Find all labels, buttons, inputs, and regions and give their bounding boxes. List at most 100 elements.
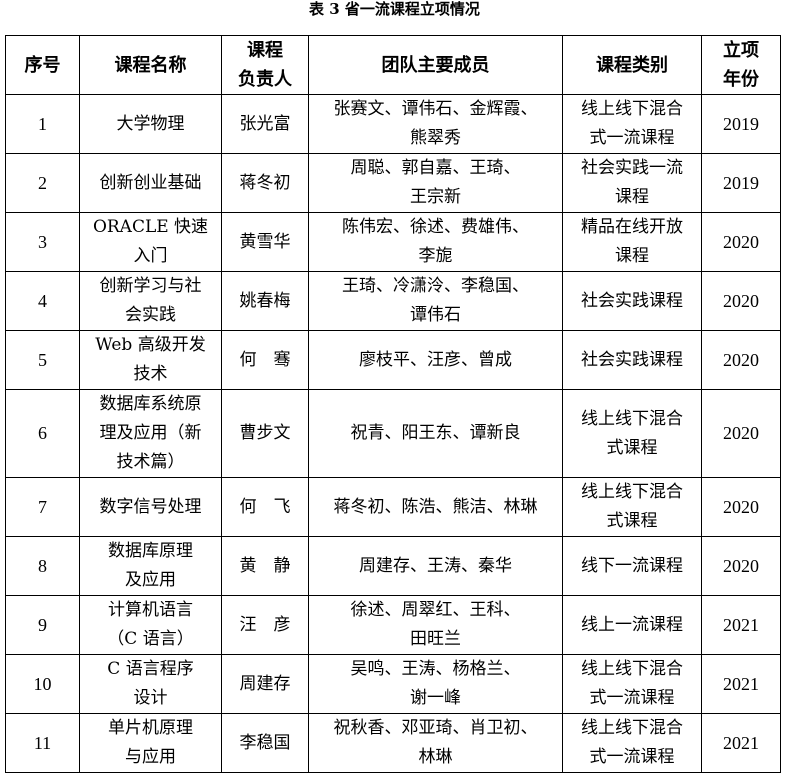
table-row: 7 数字信号处理何 飞蒋冬初、陈浩、熊洁、林琳 线上线下混合 式课程 2020: [5, 477, 781, 537]
table-row: 5 Web 高级开发 技术何 骞廖枝平、汪彦、曾成 社会实践课程 2020: [5, 330, 781, 390]
cell-text-line: 大学物理: [116, 113, 185, 134]
cell-text-line: 社会实践一流: [581, 158, 683, 178]
cell-course-name: 数据库原理 及应用: [79, 536, 222, 596]
cell-text-line: 式一流课程: [589, 128, 675, 148]
cell-text-line: 会实践: [125, 305, 176, 325]
cell-text-line: 技术: [133, 364, 168, 384]
header-members: 团队主要成员: [308, 35, 563, 95]
header-category: 课程类别: [562, 35, 702, 95]
cell-no: 11: [5, 713, 80, 773]
header-text: 团队主要成员: [381, 54, 490, 76]
header-text: 立项: [723, 40, 759, 61]
header-text: 课程类别: [596, 54, 668, 76]
cell-text-line: 吴鸣、王涛、杨格兰、: [350, 659, 521, 679]
cell-year: 2020: [701, 389, 781, 478]
cell-text-line: 创新创业基础: [99, 172, 202, 193]
cell-lead: 周建存: [221, 654, 309, 714]
table-row: 4 创新学习与社 会实践 姚春梅 王琦、冷潇泠、李稳国、 谭伟石 社会实践课程 2020: [5, 271, 781, 331]
cell-lead: 何 飞: [221, 477, 309, 537]
cell-course-name: 数据库系统原 理及应用（新 技术篇）: [79, 389, 222, 478]
cell-category: 线上线下混合 式一流课程: [562, 713, 702, 773]
cell-year: 2019: [701, 94, 781, 154]
cell-text-line: 社会实践课程: [581, 290, 683, 311]
table-row: 11 单片机原理 与应用 李稳国 祝秋香、邓亚琦、肖卫初、 林琳 线上线下混合 式一流课程 20…: [5, 713, 781, 773]
cell-text-line: 线上线下混合: [581, 482, 683, 502]
cell-members: 徐述、周翠红、王科、 田旺兰: [308, 595, 563, 655]
cell-course-name: 大学物理: [79, 94, 222, 154]
cell-text-line: 理及应用（新: [99, 423, 202, 443]
cell-course-name: 创新创业基础: [79, 153, 222, 213]
cell-text-line: 单片机原理: [108, 718, 193, 738]
table-row: 10 C 语言程序 设计 周建存 吴鸣、王涛、杨格兰、 谢一峰 线上线下混合 式一流课程 202…: [5, 654, 781, 714]
header-text: 序号: [24, 54, 61, 76]
cell-course-name: 数字信号处理: [79, 477, 222, 537]
cell-course-name: 计算机语言 （C 语言）: [79, 595, 222, 655]
cell-text-line: 王琦、冷潇泠、李稳国、: [342, 276, 529, 296]
table-row: 1 大学物理 张光富 张赛文、谭伟石、金辉霞、 熊翠秀 线上线下混合 式一流课程 2019: [5, 94, 781, 154]
cell-text-line: 周建存、王涛、秦华: [359, 555, 512, 576]
cell-course-name: ORACLE 快速 入门: [79, 212, 222, 272]
cell-no: 6: [5, 389, 80, 478]
cell-text-line: 张光富: [239, 113, 291, 134]
cell-text-line: 数据库原理: [108, 541, 193, 561]
cell-text-line: 线上线下混合: [581, 718, 683, 738]
cell-text-line: 线上线下混合: [581, 659, 683, 679]
cell-lead: 黄雪华: [221, 212, 309, 272]
cell-lead: 何 骞: [221, 330, 309, 390]
cell-text-line: 汪 彦: [239, 614, 291, 635]
cell-text-line: 课程: [615, 187, 649, 207]
header-text: 课程: [247, 40, 283, 61]
cell-text-line: 式一流课程: [589, 688, 675, 708]
cell-members: 陈伟宏、徐述、费雄伟、 李旎: [308, 212, 563, 272]
cell-no: 9: [5, 595, 80, 655]
cell-year: 2021: [701, 654, 781, 714]
cell-text-line: 李旎: [418, 246, 453, 266]
cell-text-line: 精品在线开放: [581, 217, 683, 237]
cell-text-line: 周聪、郭自嘉、王琦、: [350, 158, 521, 178]
header-text: 课程名称: [114, 54, 187, 76]
cell-members: 蒋冬初、陈浩、熊洁、林琳: [308, 477, 563, 537]
cell-category: 社会实践课程: [562, 271, 702, 331]
cell-lead: 张光富: [221, 94, 309, 154]
cell-text-line: 姚春梅: [239, 290, 291, 311]
cell-members: 吴鸣、王涛、杨格兰、 谢一峰: [308, 654, 563, 714]
cell-no: 8: [5, 536, 80, 596]
cell-text-line: 祝秋香、邓亚琦、肖卫初、: [333, 718, 538, 738]
cell-members: 周建存、王涛、秦华: [308, 536, 563, 596]
cell-text-line: 王宗新: [410, 187, 461, 207]
cell-no: 10: [5, 654, 80, 714]
cell-text-line: 数字信号处理: [99, 496, 202, 517]
cell-text-line: 式一流课程: [589, 747, 675, 767]
header-text: 负责人: [238, 69, 292, 90]
cell-text-line: 课程: [615, 246, 649, 266]
cell-text-line: 设计: [133, 688, 168, 708]
cell-category: 线上线下混合 式一流课程: [562, 654, 702, 714]
cell-text-line: 廖枝平、汪彦、曾成: [359, 349, 512, 370]
cell-text-line: 线上线下混合: [581, 99, 683, 119]
table-row: 6 数据库系统原 理及应用（新 技术篇） 曹步文 祝青、阳王东、谭新良 线上线下混合 式课程 2…: [5, 389, 781, 478]
cell-no: 3: [5, 212, 80, 272]
cell-year: 2021: [701, 713, 781, 773]
cell-text-line: 熊翠秀: [410, 128, 461, 148]
cell-text-line: C 语言程序: [107, 659, 194, 679]
cell-no: 5: [5, 330, 80, 390]
cell-text-line: 社会实践课程: [581, 349, 683, 370]
cell-category: 线上线下混合 式课程: [562, 389, 702, 478]
cell-text-line: 谭伟石: [410, 305, 461, 325]
cell-text-line: 田旺兰: [410, 629, 461, 649]
cell-category: 社会实践课程: [562, 330, 702, 390]
cell-text-line: 式课程: [606, 437, 658, 458]
cell-year: 2020: [701, 271, 781, 331]
cell-course-name: Web 高级开发 技术: [79, 330, 222, 390]
cell-no: 1: [5, 94, 80, 154]
table-row: 9 计算机语言 （C 语言）汪 彦徐述、周翠红、王科、 田旺兰 线上一流课程 2021: [5, 595, 781, 655]
header-year: 立项 年份: [701, 35, 781, 95]
cell-text-line: 周建存: [239, 673, 291, 694]
cell-text-line: 计算机语言: [108, 600, 193, 620]
cell-year: 2020: [701, 212, 781, 272]
cell-category: 线上线下混合 式课程: [562, 477, 702, 537]
cell-lead: 蒋冬初: [221, 153, 309, 213]
cell-members: 周聪、郭自嘉、王琦、 王宗新: [308, 153, 563, 213]
cell-text-line: 数据库系统原: [99, 394, 202, 414]
header-no: 序号: [5, 35, 80, 95]
